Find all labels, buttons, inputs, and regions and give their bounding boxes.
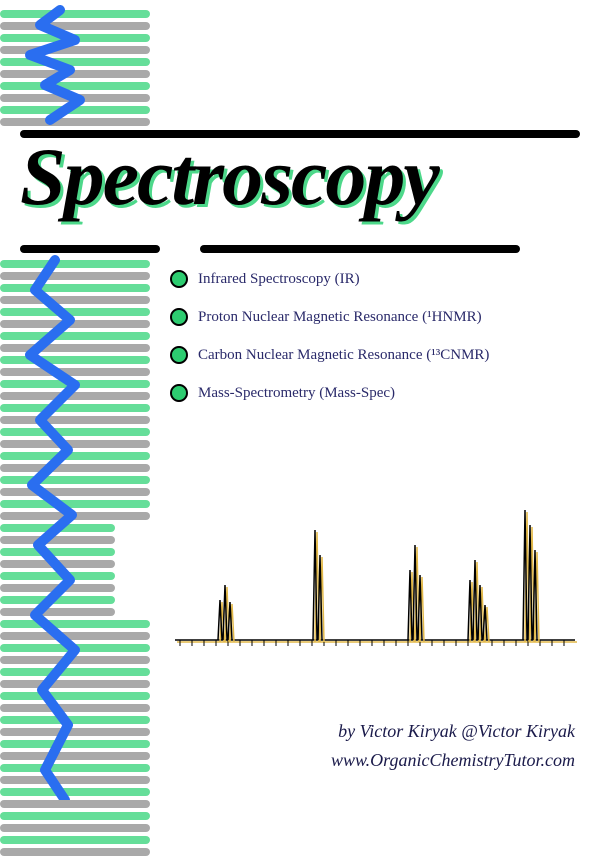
main-title: Spectroscopy Spectroscopy	[20, 130, 438, 224]
topic-label: Mass-Spectrometry (Mass-Spec)	[198, 385, 395, 402]
decor-bar	[0, 716, 150, 724]
decor-bar	[0, 572, 115, 580]
decor-bar	[0, 320, 150, 328]
decor-bar	[0, 392, 150, 400]
topic-list: Infrared Spectroscopy (IR) Proton Nuclear…	[170, 270, 489, 422]
decor-bar	[0, 452, 150, 460]
decor-bar	[0, 260, 150, 268]
decor-bar	[0, 284, 150, 292]
decor-bar	[0, 680, 150, 688]
nmr-spectrum	[170, 500, 580, 670]
decor-bar	[0, 488, 150, 496]
decor-bar	[0, 82, 150, 90]
bullet-icon	[170, 270, 188, 288]
bullet-icon	[170, 308, 188, 326]
decor-bar	[0, 106, 150, 114]
decor-bar	[0, 596, 115, 604]
decor-bar	[0, 692, 150, 700]
decor-bar	[0, 440, 150, 448]
bullet-icon	[170, 384, 188, 402]
decor-bar	[0, 824, 150, 832]
decor-bar	[0, 368, 150, 376]
decor-bar	[0, 380, 150, 388]
decor-bar	[0, 764, 150, 772]
decor-bar	[0, 464, 150, 472]
decor-bar	[0, 356, 150, 364]
decor-bar	[0, 70, 150, 78]
decor-bar	[0, 644, 150, 652]
decor-bar	[0, 848, 150, 856]
decor-bar	[0, 656, 150, 664]
side-bar-strip	[0, 260, 150, 860]
decor-bar	[0, 560, 115, 568]
decor-bar	[0, 836, 150, 844]
decor-bar	[0, 776, 150, 784]
decor-bar	[0, 404, 150, 412]
decor-bar	[0, 608, 115, 616]
title-front: Spectroscopy	[20, 131, 438, 222]
decor-bar	[0, 584, 115, 592]
decor-bar	[0, 476, 150, 484]
decor-bar	[0, 704, 150, 712]
topic-item: Proton Nuclear Magnetic Resonance (¹HNMR…	[170, 308, 489, 326]
bullet-icon	[170, 346, 188, 364]
decor-bar	[0, 332, 150, 340]
decor-bar	[0, 812, 150, 820]
decor-bar	[0, 632, 150, 640]
decor-bar	[0, 548, 115, 556]
decor-bar	[0, 752, 150, 760]
website-line: www.OrganicChemistryTutor.com	[331, 746, 575, 775]
decor-bar	[0, 728, 150, 736]
decor-bar	[0, 10, 150, 18]
decor-bar	[0, 58, 150, 66]
decor-bar	[0, 428, 150, 436]
decor-bar	[0, 34, 150, 42]
topic-item: Mass-Spectrometry (Mass-Spec)	[170, 384, 489, 402]
decor-bar	[0, 344, 150, 352]
topic-label: Carbon Nuclear Magnetic Resonance (¹³CNM…	[198, 347, 489, 364]
decor-bar	[0, 272, 150, 280]
topic-item: Carbon Nuclear Magnetic Resonance (¹³CNM…	[170, 346, 489, 364]
topic-label: Proton Nuclear Magnetic Resonance (¹HNMR…	[198, 309, 482, 326]
decor-bar	[0, 536, 115, 544]
decor-bar	[0, 500, 150, 508]
topic-label: Infrared Spectroscopy (IR)	[198, 271, 360, 288]
decor-bar	[0, 22, 150, 30]
title-rule	[20, 245, 160, 253]
decor-bar	[0, 94, 150, 102]
topic-item: Infrared Spectroscopy (IR)	[170, 270, 489, 288]
decor-bar	[0, 668, 150, 676]
decor-bar	[0, 620, 150, 628]
decor-bar	[0, 788, 150, 796]
decor-bar	[0, 308, 150, 316]
title-rule	[200, 245, 520, 253]
decor-bar	[0, 524, 115, 532]
author-line: by Victor Kiryak @Victor Kiryak	[331, 717, 575, 746]
decor-bar	[0, 800, 150, 808]
footer-credits: by Victor Kiryak @Victor Kiryak www.Orga…	[331, 717, 575, 775]
decor-bar	[0, 118, 150, 126]
decor-bar	[0, 46, 150, 54]
decor-bar	[0, 512, 150, 520]
decor-bar	[0, 296, 150, 304]
decor-bar	[0, 740, 150, 748]
top-bar-strip	[0, 10, 150, 130]
decor-bar	[0, 416, 150, 424]
